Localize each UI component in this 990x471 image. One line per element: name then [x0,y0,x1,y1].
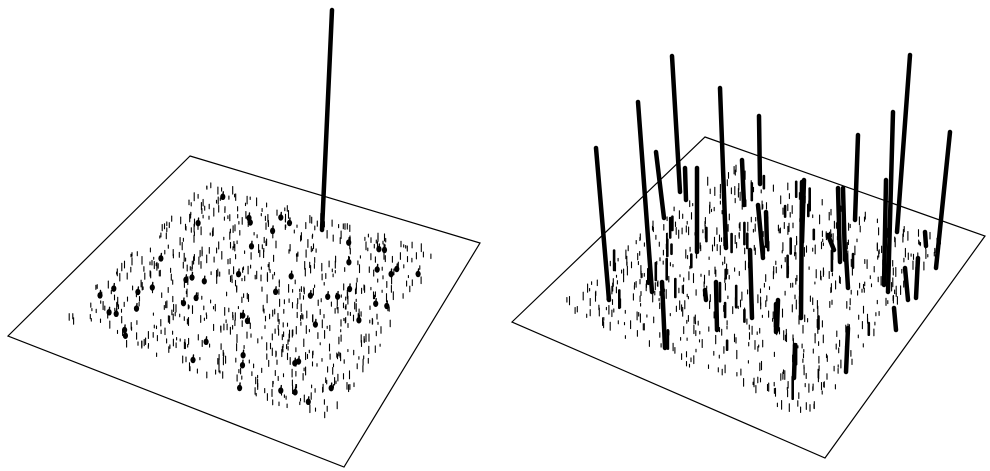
dot-stem [327,291,329,298]
dot-stem [137,286,140,293]
dot-stem [348,256,351,263]
tall-spike [763,209,770,249]
dot-stem [246,315,249,322]
dot-stem [336,290,339,298]
tall-spike [891,305,899,333]
tall-spike [593,145,612,303]
dot-stem [378,243,381,250]
tall-spike [902,265,911,303]
dot-stem [314,318,317,326]
tall-spike [913,255,921,301]
dot-stem [294,357,296,364]
dot-stem [238,382,241,389]
dot-stem [280,211,282,219]
tall-spike [635,99,655,295]
tall-spike [739,157,747,208]
dot-stem [151,281,154,289]
tall-spike [894,52,913,235]
dot-stem [383,244,386,251]
tall-spike [922,229,929,249]
dot-stem [182,297,185,304]
tall-spike [885,109,896,295]
tall-spike [653,149,667,221]
dot-stem [250,240,253,248]
dot-stem [197,217,200,224]
dot-stem [113,282,116,290]
dot-stem [185,274,188,281]
tall-spike [756,113,763,187]
left-tall-spike [319,7,335,233]
dot-stem [271,225,274,232]
dot-stem [309,289,312,297]
dot-stem [195,292,198,299]
dot-stem [307,396,310,403]
dot-stem [386,300,388,307]
tall-spike [825,232,837,253]
tall-spike [843,325,851,375]
dot-stem [248,212,251,219]
dot-stem [242,309,245,317]
dot-stem [192,354,195,361]
dot-stem [348,283,351,290]
left-dot-markers [97,191,421,406]
dot-stem [396,263,398,270]
dot-stem [330,382,333,389]
tall-spike [717,85,729,251]
dot-stem [297,355,300,363]
dot-stem [108,306,111,313]
dot-stem [280,384,282,392]
left-3d-spike-plot [6,7,481,468]
right-tall-spikes [593,52,953,381]
tall-spike [798,179,805,321]
dot-stem [135,302,138,310]
tall-spike [702,287,709,303]
dot-stem [375,298,377,305]
dot-stem [203,275,206,282]
dot-stem [160,252,163,260]
dot-stem [274,286,277,293]
dot-stem [390,268,393,275]
dot-stem [241,359,244,366]
dot-stem [237,268,240,275]
right-3d-spike-plot [510,52,986,459]
dot-stem [358,314,361,321]
dot-stem [205,336,208,343]
tall-spike [682,165,689,203]
dot-stem [99,289,102,297]
tall-spike [840,185,848,263]
tall-spike [755,202,766,261]
tall-spike [835,185,843,265]
dot-stem [115,308,118,315]
tall-spike [852,132,861,223]
tall-spike [881,177,889,288]
tall-spike [747,247,755,321]
dot-stem [376,263,379,271]
dot-stem [222,191,225,198]
tall-spike [933,129,953,271]
tall-spike [669,53,683,195]
tall-spike [659,279,668,351]
dot-stem [288,217,291,224]
dot-stem [290,270,293,277]
dot-stem [242,349,245,356]
tall-spike [713,279,720,333]
tall-spike [791,342,798,381]
dot-stem [123,324,126,331]
dot-stem [417,268,420,275]
left-base-plane [6,155,481,468]
dot-stem [348,236,350,244]
dot-stem [191,271,194,279]
dot-stem [294,386,297,393]
tall-spike [843,252,851,291]
